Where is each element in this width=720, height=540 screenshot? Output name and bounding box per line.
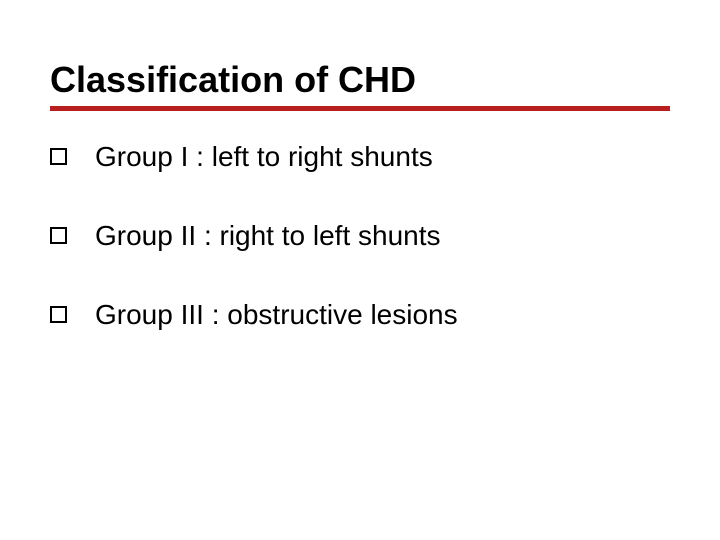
square-bullet-icon xyxy=(50,306,67,323)
list-item: Group III : obstructive lesions xyxy=(50,297,670,332)
bullet-text: Group I : left to right shunts xyxy=(95,139,433,174)
slide: Classification of CHD Group I : left to … xyxy=(0,0,720,540)
slide-title: Classification of CHD xyxy=(50,60,670,100)
square-bullet-icon xyxy=(50,227,67,244)
square-bullet-icon xyxy=(50,148,67,165)
list-item: Group I : left to right shunts xyxy=(50,139,670,174)
bullet-list: Group I : left to right shunts Group II … xyxy=(50,139,670,332)
bullet-text: Group III : obstructive lesions xyxy=(95,297,458,332)
title-underline xyxy=(50,106,670,111)
bullet-text: Group II : right to left shunts xyxy=(95,218,441,253)
list-item: Group II : right to left shunts xyxy=(50,218,670,253)
